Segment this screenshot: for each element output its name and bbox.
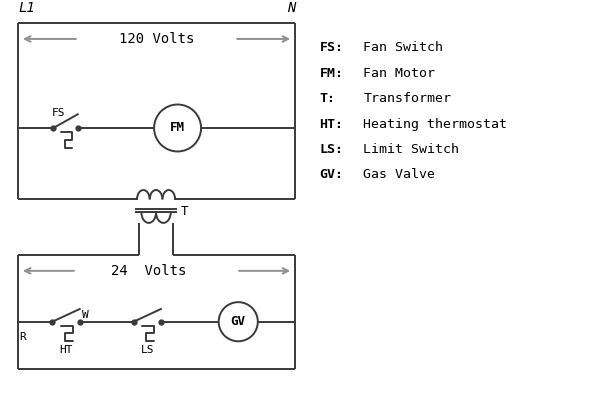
Text: W: W [81,310,88,320]
Text: FS: FS [51,108,65,118]
Text: 120 Volts: 120 Volts [119,32,194,46]
Text: HT: HT [59,345,73,355]
Text: HT:: HT: [319,118,343,130]
Text: Fan Motor: Fan Motor [363,67,435,80]
Text: Fan Switch: Fan Switch [363,41,444,54]
Text: L1: L1 [18,2,35,16]
Text: LS:: LS: [319,143,343,156]
Text: GV:: GV: [319,168,343,182]
Text: R: R [19,332,26,342]
Text: Limit Switch: Limit Switch [363,143,460,156]
Text: GV: GV [231,315,246,328]
Text: T: T [181,205,189,218]
Text: LS: LS [140,345,154,355]
Text: FS:: FS: [319,41,343,54]
Text: Transformer: Transformer [363,92,451,105]
Text: N: N [287,2,295,16]
Text: FM: FM [170,122,185,134]
Text: 24  Volts: 24 Volts [111,264,186,278]
Text: T:: T: [319,92,336,105]
Text: Gas Valve: Gas Valve [363,168,435,182]
Text: FM:: FM: [319,67,343,80]
Text: Heating thermostat: Heating thermostat [363,118,507,130]
